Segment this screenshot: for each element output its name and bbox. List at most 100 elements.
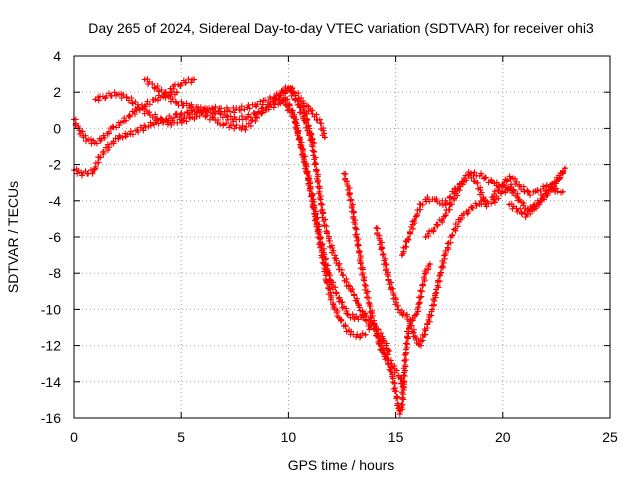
chart-title: Day 265 of 2024, Sidereal Day-to-day VTE… [88,20,594,36]
data-point [443,203,447,206]
x-tick-label: 25 [602,429,618,445]
data-point [426,197,430,201]
data-point [201,112,204,116]
data-series [489,173,566,201]
data-point [81,172,84,175]
data-point [179,119,183,123]
data-point [426,322,430,326]
y-tick-label: -10 [41,301,61,317]
data-point [169,87,172,90]
data-point [450,203,453,206]
data-point [122,119,125,123]
data-point [257,110,260,114]
data-point [169,121,172,125]
data-point [317,226,320,230]
data-point [317,181,320,184]
data-point [428,262,432,266]
data-point [368,304,372,308]
data-point [117,136,121,139]
data-point [368,326,372,329]
data-point [383,261,387,264]
data-point [387,349,391,353]
data-point [287,85,290,89]
data-point [424,271,427,275]
data-point [334,257,337,261]
y-tick-label: -4 [49,193,62,209]
data-point [400,404,404,407]
data-point [475,181,479,184]
data-point [544,185,547,188]
data-point [175,114,179,118]
data-point [175,101,179,105]
data-series [373,197,489,349]
y-tick-label: -14 [41,374,61,390]
data-point [518,199,522,203]
data-point [510,175,513,179]
data-point [323,136,327,139]
data-point [94,141,97,145]
data-point [310,195,314,199]
data-point [111,127,114,130]
data-point [79,130,82,134]
data-point [420,203,423,206]
data-point [284,98,288,101]
y-tick-label: 4 [53,48,61,64]
data-point [398,376,402,380]
data-series [341,170,433,418]
data-point [312,154,316,157]
x-tick-label: 15 [388,429,404,445]
data-point [364,286,367,289]
data-point [475,203,479,206]
data-point [398,411,402,414]
data-point [439,271,442,275]
data-point [458,185,462,188]
data-point [355,235,359,239]
data-point [126,96,129,99]
data-point [98,156,102,159]
data-point [338,299,342,302]
data-point [254,103,258,107]
data-point [355,300,359,304]
axes [73,55,611,419]
data-point [278,92,282,96]
data-point [450,235,453,239]
data-series [141,76,393,354]
data-point [518,185,522,188]
data-point [347,284,350,288]
data-point [347,186,350,190]
data-point [411,317,415,320]
data-point [85,137,89,141]
data-point [332,304,335,308]
data-point [413,217,417,221]
data-point [359,262,363,266]
data-point [338,317,342,320]
data-point [407,235,410,239]
data-point [480,174,483,177]
y-tick-label: 2 [53,84,61,100]
data-point [355,317,359,320]
data-point [190,116,194,119]
data-point [392,293,395,297]
data-point [563,166,567,170]
data-point [107,145,110,148]
data-point [458,217,462,221]
data-point [510,185,513,188]
data-point [205,109,209,112]
data-point [396,402,400,405]
data-point [490,195,494,199]
data-point [400,253,404,257]
data-point [143,78,147,81]
data-point [467,172,470,175]
data-point [192,78,196,81]
data-point [164,94,168,98]
y-tick-label: -8 [49,265,62,281]
data-point [293,90,297,94]
data-point [501,190,505,194]
data-point [441,217,445,221]
data-point [132,110,136,114]
data-point [535,190,539,194]
data-point [405,344,408,347]
data-point [179,81,183,85]
data-point [372,322,376,326]
data-point [91,170,95,174]
